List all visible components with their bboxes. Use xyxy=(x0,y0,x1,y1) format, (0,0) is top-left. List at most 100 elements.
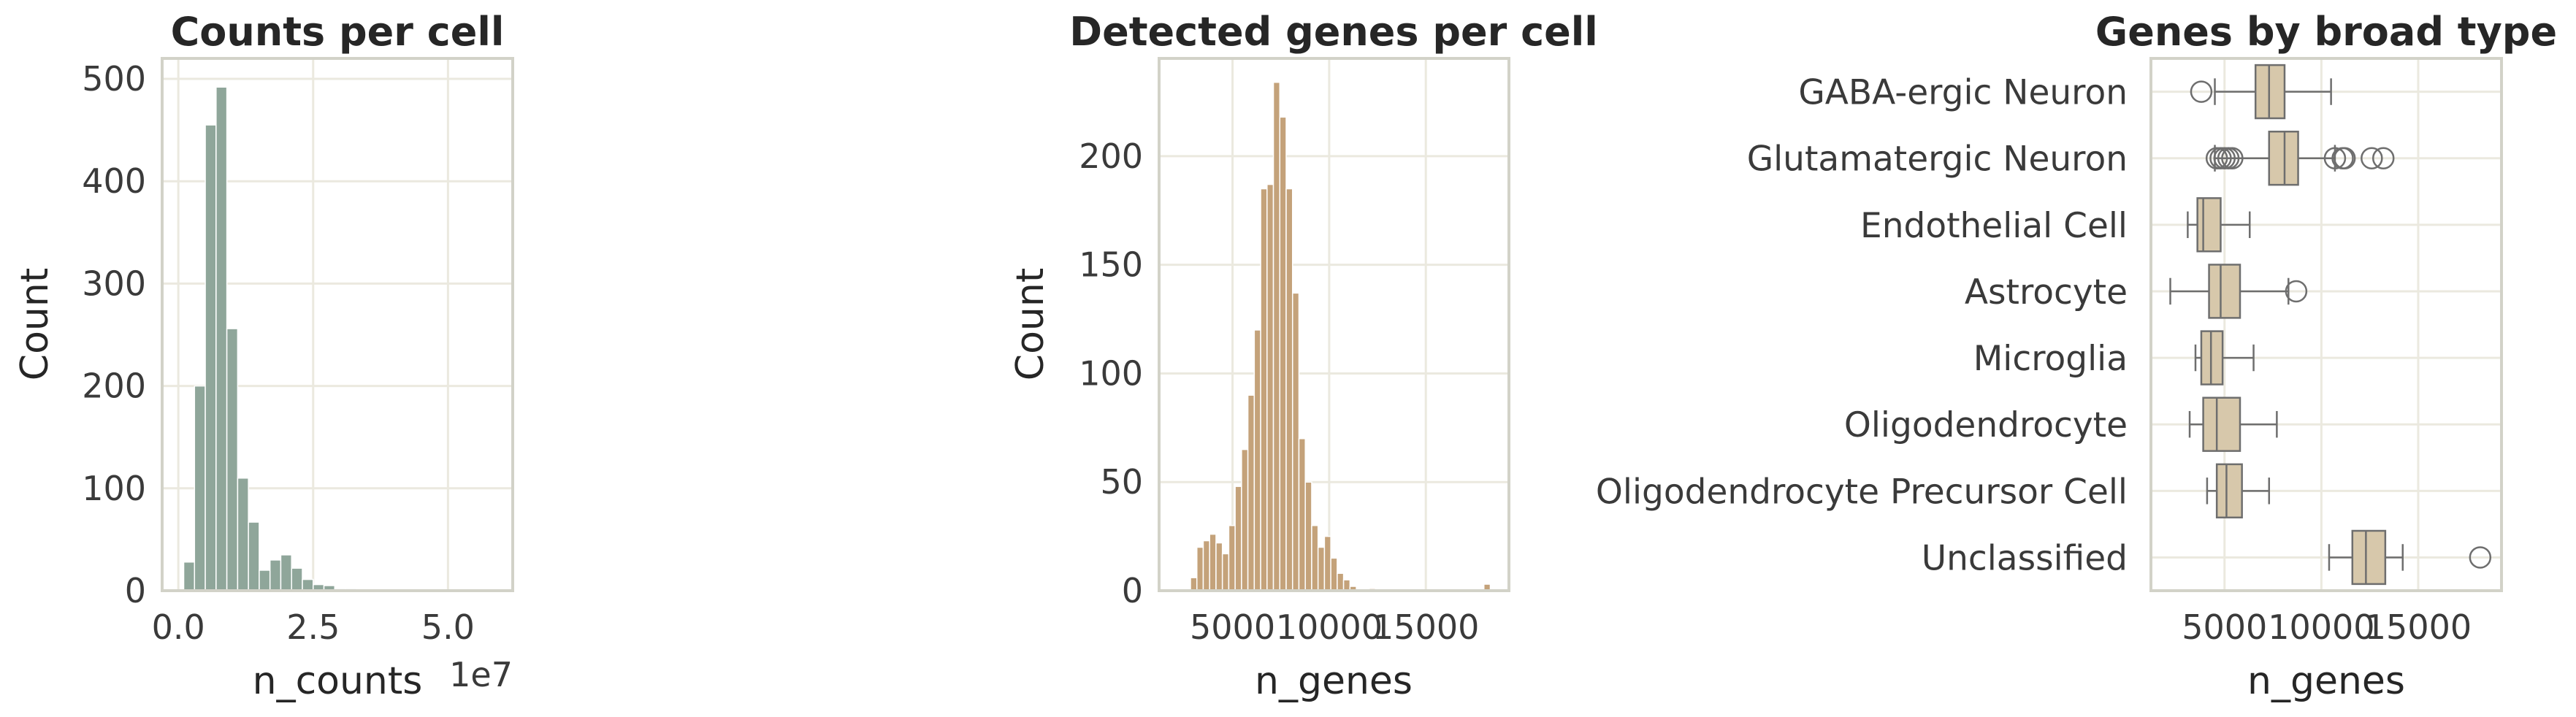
p1-bar xyxy=(302,578,314,591)
p1-bar xyxy=(194,385,206,591)
p3-xtick: 10000 xyxy=(2268,607,2374,647)
p3-box xyxy=(2215,463,2243,519)
p1-bar xyxy=(226,328,239,591)
p1-bar xyxy=(248,521,260,591)
p2-bar xyxy=(1317,546,1326,591)
p2-bar xyxy=(1291,292,1300,591)
p1-bar xyxy=(205,124,217,591)
p2-bars xyxy=(1190,81,1491,591)
p1-frame xyxy=(161,57,514,592)
p3-category-label: Microglia xyxy=(1973,339,2128,379)
p1-ytick: 200 xyxy=(82,367,146,406)
p2-bar xyxy=(1298,437,1306,591)
p3-category-label: Oligodendrocyte Precursor Cell xyxy=(1596,472,2128,512)
p1-offset-label: 1e7 xyxy=(449,655,513,694)
p2-bar xyxy=(1253,329,1261,591)
p2-bar xyxy=(1247,394,1255,591)
p3-flier xyxy=(2190,80,2213,103)
p1-bar xyxy=(215,86,228,591)
p2-bar xyxy=(1272,81,1281,591)
p1-ticks: 0.0 2.5 5.0 0 100 200 300 400 500 xyxy=(82,59,475,647)
p3-box xyxy=(2202,396,2241,452)
p2-xtick: 10000 xyxy=(1276,607,1383,647)
p3-flier xyxy=(2333,147,2356,169)
p2-ytick: 100 xyxy=(1079,353,1143,393)
p2-xlabel: n_genes xyxy=(1255,659,1413,703)
p3-box xyxy=(2254,64,2286,120)
p3-category-label: Astrocyte xyxy=(1965,272,2128,313)
p1-ytick: 500 xyxy=(82,59,146,99)
p1-bar xyxy=(291,567,303,591)
p2-bar xyxy=(1311,524,1319,591)
p2-bar xyxy=(1323,535,1331,591)
p2-ylabel: Count xyxy=(1009,268,1052,380)
p2-bar xyxy=(1190,577,1198,591)
p2-bar xyxy=(1209,533,1217,591)
p1-title: Counts per cell xyxy=(171,9,505,55)
p1-ylabel: Count xyxy=(13,268,57,380)
p1-bar xyxy=(183,561,196,591)
p3-title: Genes by broad type xyxy=(2095,9,2557,55)
p3-grid xyxy=(2151,58,2502,591)
p2-bar xyxy=(1260,188,1268,591)
p3-box xyxy=(2196,197,2222,253)
p2-title: Detected genes per cell xyxy=(1069,9,1597,55)
p1-ytick: 300 xyxy=(82,264,146,303)
panel-detected-genes: Detected genes per cell Count n_genes 50… xyxy=(1009,9,1598,703)
p3-category-label: GABA-ergic Neuron xyxy=(1798,73,2128,113)
p3-box xyxy=(2351,529,2387,586)
p3-flier xyxy=(2469,546,2492,569)
panel-genes-by-broad-type: Genes by broad type n_genes 5000 10000150… xyxy=(1596,9,2557,703)
p2-bar xyxy=(1228,524,1236,591)
p1-bar xyxy=(280,554,292,591)
p3-box xyxy=(2268,130,2299,186)
p2-bar xyxy=(1234,486,1242,591)
p3-flier xyxy=(2361,147,2383,169)
p2-ytick: 200 xyxy=(1079,137,1143,176)
p3-flier xyxy=(2371,147,2395,169)
p2-bar xyxy=(1337,572,1345,591)
p1-bar xyxy=(269,559,282,591)
p2-bar xyxy=(1279,116,1287,591)
p1-ytick: 0 xyxy=(125,571,146,610)
p3-box xyxy=(2200,330,2224,386)
p3-xlabel: n_genes xyxy=(2247,659,2405,703)
p1-xtick: 0.0 xyxy=(152,607,205,647)
p2-bar xyxy=(1215,542,1223,591)
p1-xtick: 5.0 xyxy=(421,607,475,647)
p3-flier xyxy=(2285,280,2308,303)
p3-boxes xyxy=(2169,64,2492,586)
p2-ytick: 0 xyxy=(1122,571,1143,610)
p3-category-label: Glutamatergic Neuron xyxy=(1747,139,2128,180)
p3-flier xyxy=(2221,147,2244,169)
p2-bar xyxy=(1330,557,1338,591)
p3-frame xyxy=(2149,57,2503,592)
p3-xtick: 5000 xyxy=(2182,607,2267,647)
p1-xtick: 2.5 xyxy=(286,607,340,647)
p3-category-label: Oligodendrocyte xyxy=(1844,405,2128,445)
p2-bar xyxy=(1304,481,1312,591)
p2-xtick: 15000 xyxy=(1372,607,1479,647)
p3-xtick: 15000 xyxy=(2365,607,2472,647)
p2-bar xyxy=(1196,546,1204,591)
p1-ytick: 100 xyxy=(82,469,146,508)
p2-bar xyxy=(1202,540,1210,591)
p2-grid xyxy=(1159,58,1509,592)
p2-bar xyxy=(1221,553,1230,591)
p3-flier xyxy=(2323,147,2347,169)
p2-ytick: 150 xyxy=(1079,245,1143,285)
p1-bar xyxy=(237,478,249,591)
panel-counts-per-cell: Counts per cell Count n_counts 1e7 0.0 2.… xyxy=(13,9,514,703)
p3-category-labels: GABA-ergic Neuron Glutamatergic Neuron End… xyxy=(1596,73,2128,579)
p2-bar xyxy=(1241,448,1249,591)
p1-bars xyxy=(183,86,497,591)
p1-bar xyxy=(259,570,271,591)
p2-xtick: 5000 xyxy=(1190,607,1275,647)
p3-category-label: Endothelial Cell xyxy=(1860,206,2128,246)
p2-ytick: 50 xyxy=(1100,462,1143,502)
p2-frame xyxy=(1158,57,1510,592)
p3-category-label: Unclassified xyxy=(1922,538,2128,578)
